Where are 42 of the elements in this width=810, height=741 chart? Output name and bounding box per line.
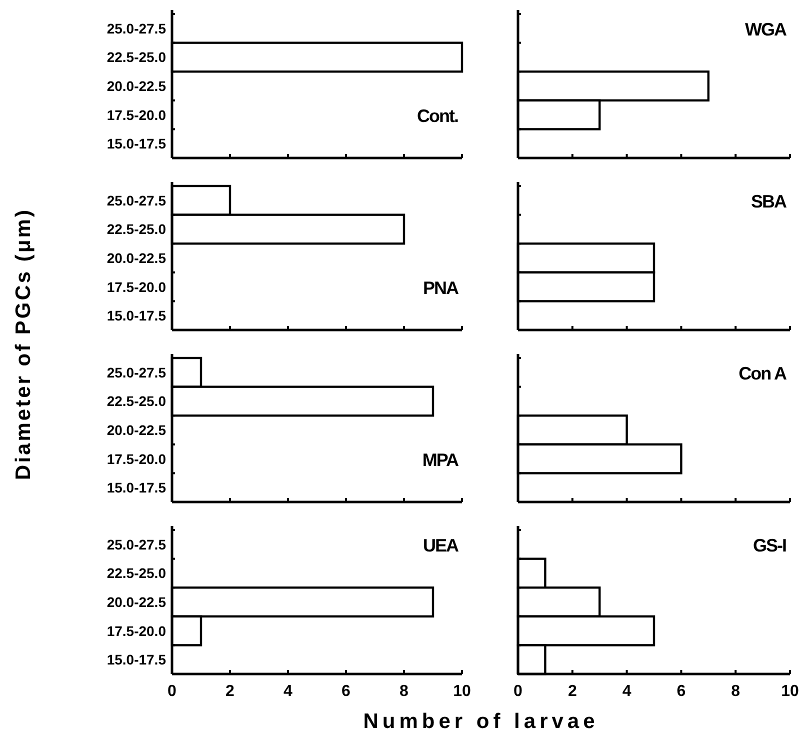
y-tick-label: 25.0-27.5: [106, 192, 166, 208]
y-tick-label: 15.0-17.5: [106, 308, 166, 324]
x-tick-label: 2: [226, 683, 235, 700]
y-tick-label: 17.5-20.0: [106, 622, 166, 639]
y-tick-label: 25.0-27.5: [106, 536, 166, 552]
y-tick-label: 20.0-22.5: [106, 422, 166, 438]
x-tick-label: 10: [781, 683, 799, 700]
text: UEA: [422, 535, 459, 556]
text: GS-I: [752, 535, 786, 556]
y-tick-label: 15.0-17.5: [106, 480, 166, 496]
y-tick-label: 22.5-25.0: [106, 565, 166, 582]
y-tick-label: 20.0-22.5: [106, 250, 166, 266]
y-tick-label: 15.0-17.5: [106, 136, 166, 152]
x-tick-label: 6: [676, 683, 686, 700]
text: SBA: [750, 191, 787, 212]
x-tick-label: 4: [284, 683, 293, 700]
y-tick-label: 22.5-25.0: [106, 49, 166, 66]
x-tick-label: 6: [342, 683, 351, 700]
y-tick-label: 20.0-22.5: [106, 594, 166, 610]
y-tick-label: 15.0-17.5: [106, 652, 166, 668]
x-tick-label: 8: [400, 683, 409, 700]
x-tick-label: 10: [453, 683, 471, 700]
text: WGA: [745, 19, 787, 40]
x-tick-label: 2: [568, 683, 577, 700]
y-tick-label: 20.0-22.5: [106, 78, 166, 94]
text: Con A: [738, 363, 787, 384]
y-tick-label: 17.5-20.0: [106, 450, 166, 467]
text: Cont.: [417, 106, 458, 126]
x-tick-label: 0: [514, 683, 523, 700]
x-tick-label: 8: [731, 683, 740, 700]
x-tick-label: 4: [622, 683, 632, 700]
y-tick-label: 25.0-27.5: [106, 20, 166, 36]
text: PNA: [422, 278, 459, 298]
y-tick-label: 22.5-25.0: [106, 221, 166, 238]
y-tick-label: 17.5-20.0: [106, 106, 166, 123]
y-axis-title: Diameter of PGCs (μm): [12, 208, 35, 480]
text: MPA: [422, 450, 459, 470]
y-tick-label: 22.5-25.0: [106, 393, 166, 410]
x-tick-label: 0: [168, 683, 177, 700]
x-axis-title: Number of larvae: [363, 710, 599, 733]
y-tick-label: 17.5-20.0: [106, 278, 166, 295]
y-tick-label: 25.0-27.5: [106, 364, 166, 380]
